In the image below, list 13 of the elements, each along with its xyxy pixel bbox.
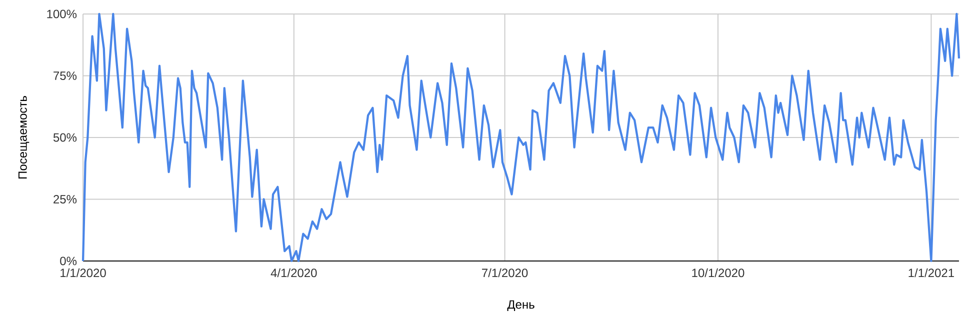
x-tick-label: 4/1/2020: [270, 268, 317, 278]
x-tick-label: 7/1/2020: [482, 268, 528, 278]
x-tick-label: 10/1/2020: [692, 268, 744, 278]
x-axis-title: День: [507, 300, 534, 311]
y-axis-title: Посещаемость: [18, 96, 30, 178]
y-tick-label: 25%: [54, 194, 77, 204]
line-series: [82, 12, 960, 262]
y-tick-label: 50%: [53, 133, 77, 142]
y-tick-label: 100%: [47, 10, 77, 18]
x-tick-label: 1/1/2020: [60, 268, 106, 278]
x-tick-label: 1/1/2021: [908, 268, 954, 278]
y-tick-label: 0%: [60, 256, 77, 266]
y-tick-label: 75%: [54, 72, 77, 80]
